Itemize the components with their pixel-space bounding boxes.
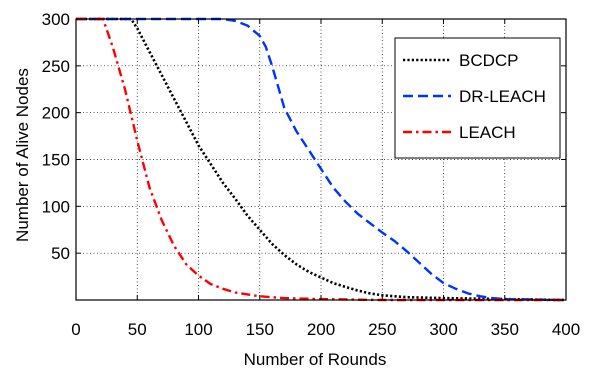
legend: BCDCP DR-LEACH LEACH [394, 37, 561, 159]
x-tick-label: 100 [184, 320, 212, 339]
legend-box [394, 37, 561, 159]
y-tick-label: 50 [51, 244, 70, 263]
x-tick-label: 200 [307, 320, 335, 339]
x-tick-label: 350 [491, 320, 519, 339]
y-tick-label: 150 [42, 151, 70, 170]
x-tick-label: 0 [71, 320, 80, 339]
y-tick-label: 250 [42, 57, 70, 76]
series-line-bcdcp [76, 17, 567, 302]
legend-label-bcdcp: BCDCP [459, 51, 519, 70]
y-tick-label: 300 [42, 10, 70, 29]
y-tick-label: 200 [42, 104, 70, 123]
x-tick-label: 250 [368, 320, 396, 339]
legend-label-dr-leach: DR-LEACH [459, 87, 546, 106]
x-axis-label: Number of Rounds [244, 350, 387, 369]
x-tick-label: 50 [128, 320, 147, 339]
y-tick-label: 100 [42, 197, 70, 216]
x-tick-label: 400 [552, 320, 580, 339]
x-tick-label: 150 [246, 320, 274, 339]
series-layer [76, 17, 567, 302]
tick-labels: 0 50 100 150 200 250 300 350 400 50 100 150 200 250 30… [42, 10, 581, 339]
grid [76, 19, 566, 300]
x-tick-label: 300 [429, 320, 457, 339]
series-line-leach [76, 17, 566, 302]
y-axis-label: Number of Alive Nodes [13, 68, 32, 242]
legend-label-leach: LEACH [459, 123, 516, 142]
plot-frame [75, 18, 567, 301]
